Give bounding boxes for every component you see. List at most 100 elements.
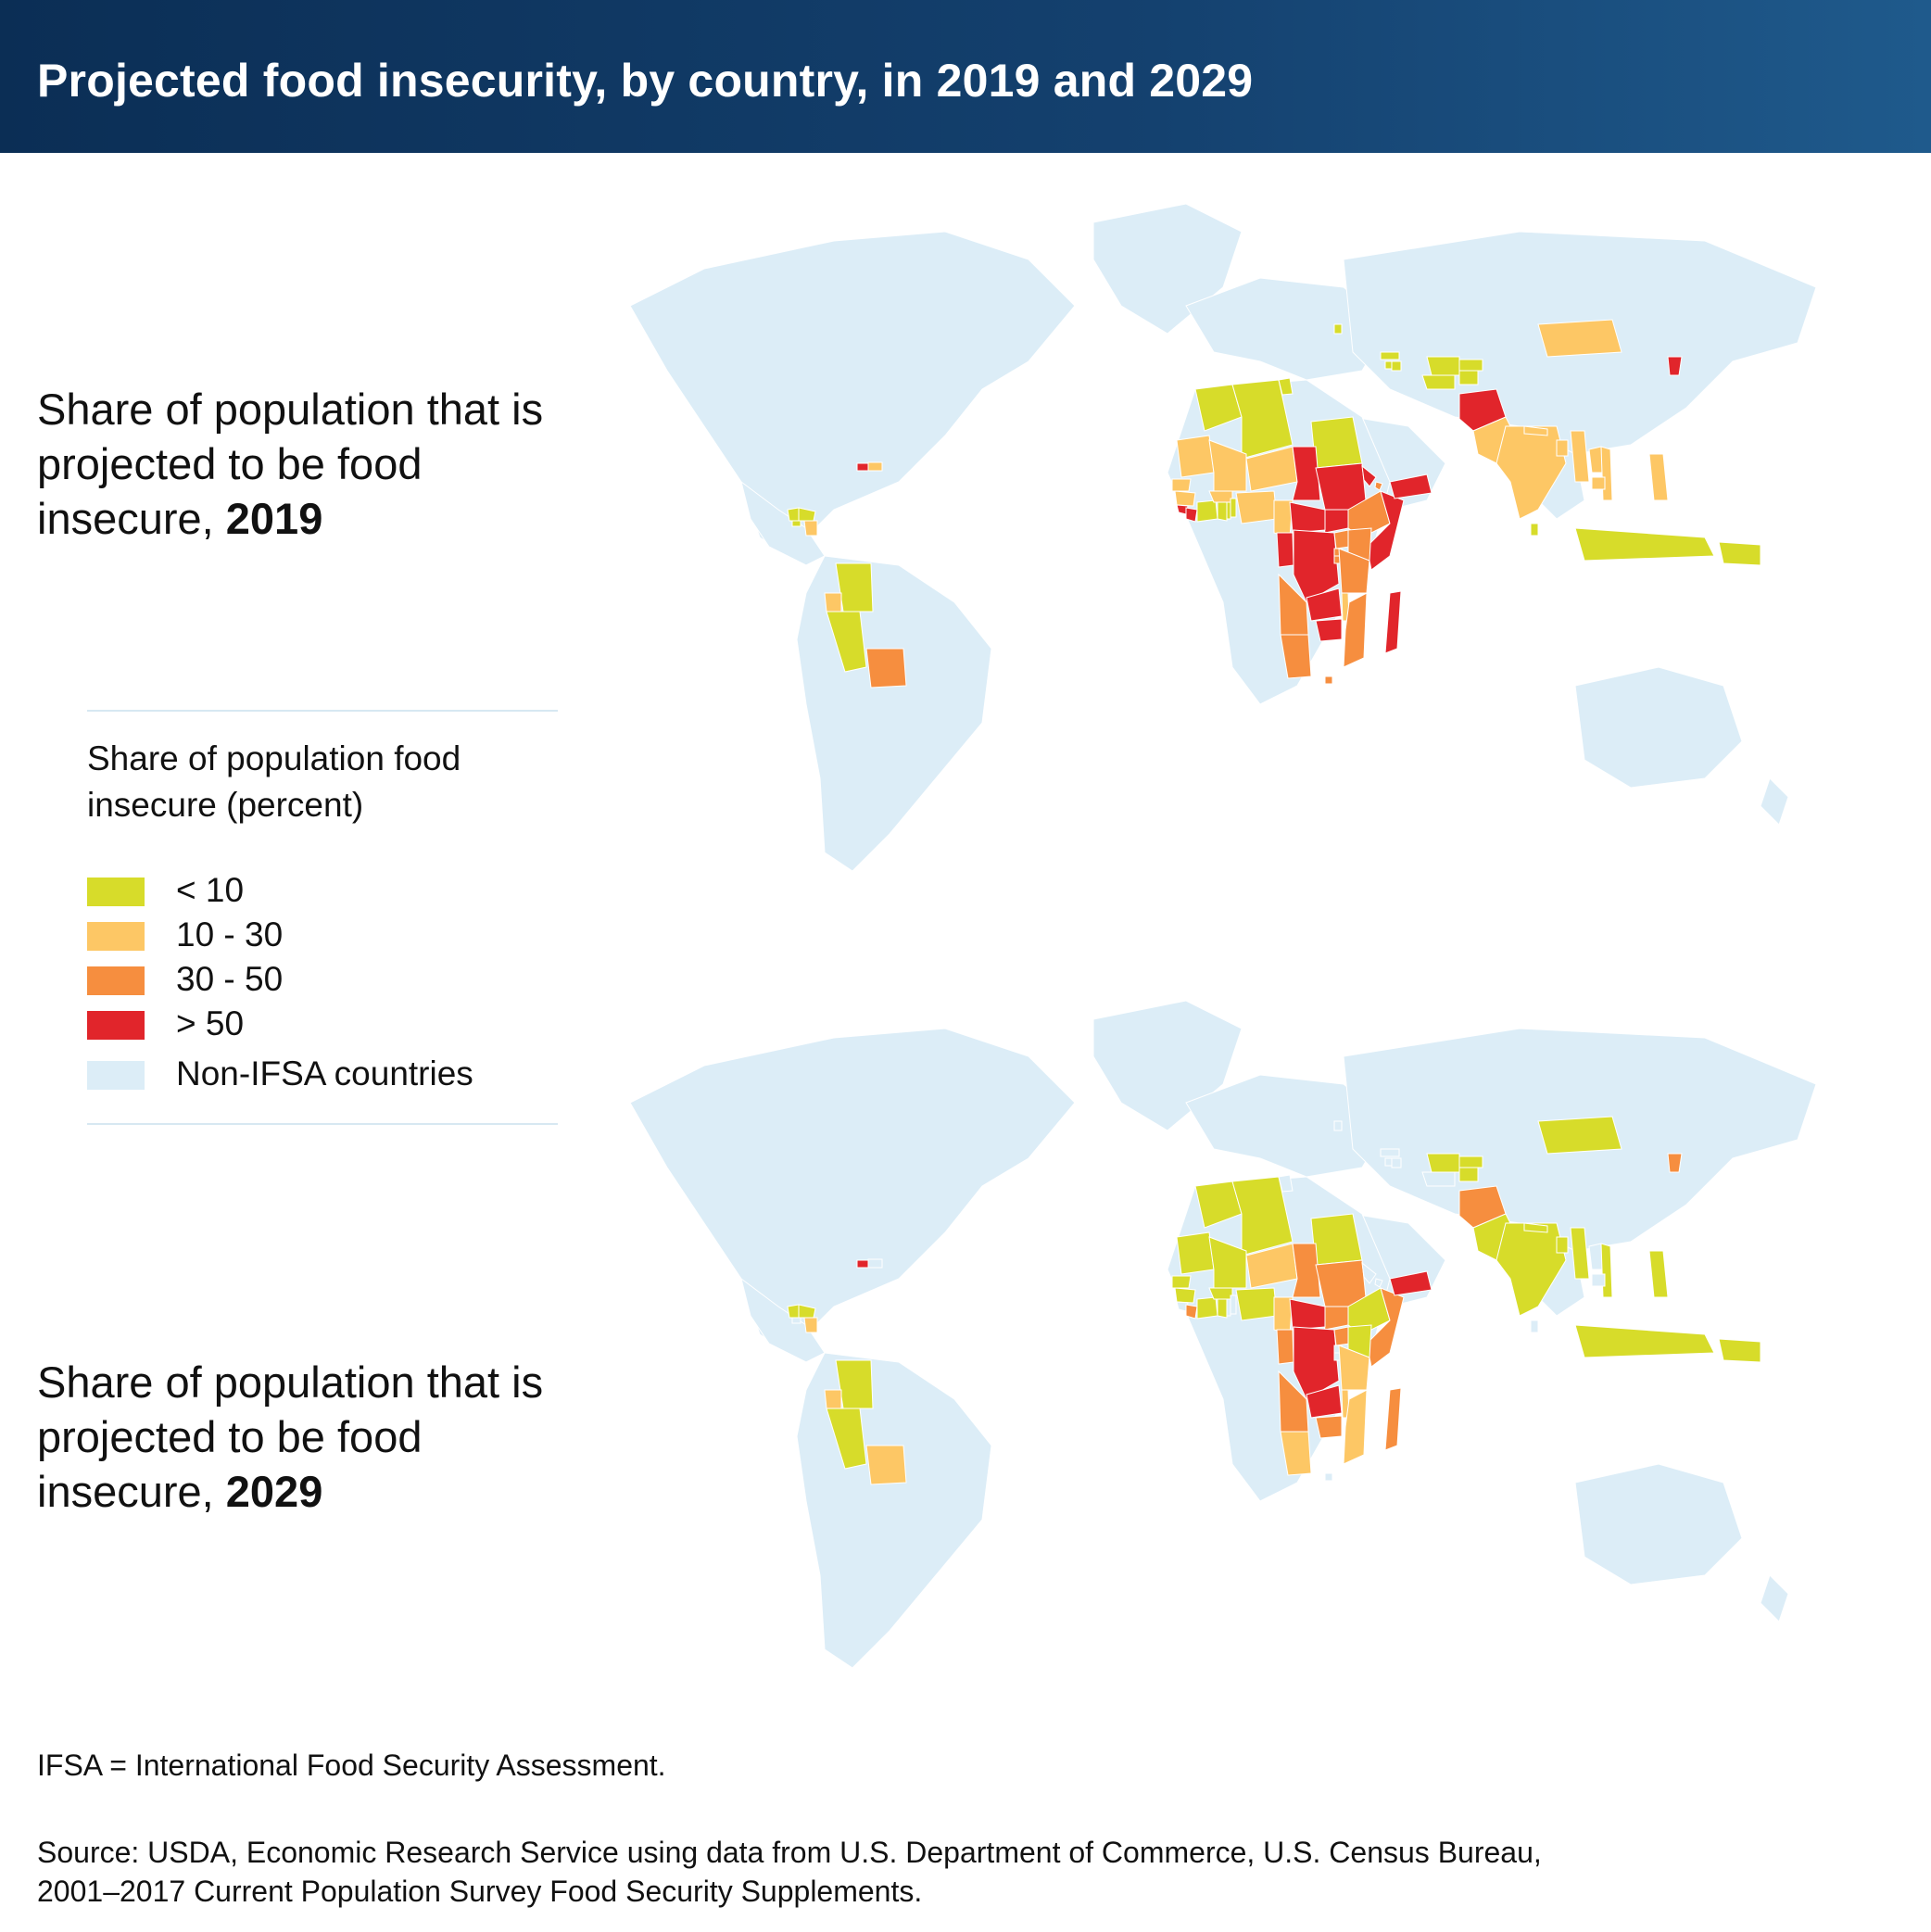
country-nigeria bbox=[1235, 1287, 1278, 1321]
source-line-2: 2001–2017 Current Population Survey Food… bbox=[37, 1875, 923, 1908]
country-zimbabwe bbox=[1315, 1415, 1343, 1439]
panel-label-2029: Share of population that is projected to… bbox=[37, 1355, 593, 1519]
country-somalia bbox=[1366, 1287, 1405, 1368]
country-azerbaijan bbox=[1391, 1157, 1402, 1168]
country-kyrgyzstan bbox=[1458, 359, 1483, 372]
chart-title: Projected food insecurity, by country, i… bbox=[37, 55, 1254, 107]
country-central-african-republic bbox=[1289, 1298, 1326, 1331]
country-lesotho bbox=[1324, 676, 1333, 685]
country-philippines bbox=[1648, 453, 1669, 501]
legend: Share of population food insecure (perce… bbox=[87, 710, 558, 1125]
country-namibia bbox=[1280, 1431, 1312, 1476]
country-yemen bbox=[1389, 1270, 1432, 1296]
country-algeria bbox=[1231, 379, 1294, 460]
country-nz bbox=[1760, 1574, 1789, 1623]
country-sri-lanka bbox=[1530, 1320, 1539, 1333]
country-chad bbox=[1292, 446, 1321, 501]
country-northamerica bbox=[629, 1028, 1076, 1354]
country-centralam bbox=[740, 480, 826, 566]
country-senegal bbox=[1171, 1275, 1192, 1289]
country-uzbekistan bbox=[1426, 1153, 1460, 1173]
country-philippines bbox=[1648, 1250, 1669, 1298]
country-vietnam bbox=[1600, 446, 1613, 501]
legend-swatch bbox=[87, 1061, 145, 1090]
legend-title: Share of population food insecure (perce… bbox=[87, 739, 461, 824]
title-banner: Projected food insecurity, by country, i… bbox=[0, 0, 1931, 153]
country-el-salvador bbox=[791, 1317, 801, 1324]
legend-label: > 50 bbox=[176, 1004, 245, 1042]
country-senegal bbox=[1171, 478, 1192, 492]
country-burkina-faso bbox=[1208, 490, 1233, 503]
legend-label: < 10 bbox=[176, 871, 245, 909]
country-haiti bbox=[856, 462, 869, 472]
map-svg bbox=[629, 1001, 1817, 1669]
country-eritrea bbox=[1361, 1261, 1377, 1284]
panel-year: 2019 bbox=[225, 494, 323, 543]
country-peru bbox=[826, 611, 867, 673]
country-guinea bbox=[1174, 1287, 1196, 1304]
country-algeria bbox=[1231, 1176, 1294, 1256]
country-tajikistan bbox=[1458, 1167, 1479, 1182]
country-vietnam bbox=[1600, 1243, 1613, 1298]
country-nicaragua bbox=[803, 520, 818, 537]
country-indonesia bbox=[1574, 527, 1715, 562]
country-armenia bbox=[1384, 1157, 1393, 1167]
country-sudan bbox=[1315, 462, 1368, 511]
country-congo bbox=[1276, 532, 1294, 568]
country-egypt bbox=[1310, 1213, 1363, 1266]
panel-label-text: Share of population that is projected to… bbox=[37, 385, 544, 543]
country-tajikistan bbox=[1458, 370, 1479, 385]
country-northamerica bbox=[629, 231, 1076, 557]
legend-swatch bbox=[87, 878, 145, 906]
country-bangladesh bbox=[1556, 1236, 1569, 1254]
country-burkina-faso bbox=[1208, 1287, 1233, 1300]
country-djibouti bbox=[1374, 481, 1383, 491]
country-papua-new-guinea bbox=[1718, 1338, 1761, 1363]
country-congo bbox=[1276, 1329, 1294, 1365]
country-togo bbox=[1226, 1298, 1231, 1317]
country-yemen bbox=[1389, 474, 1432, 499]
country-turkmenistan bbox=[1421, 1171, 1456, 1187]
country-zambia bbox=[1306, 587, 1343, 622]
country-azerbaijan bbox=[1391, 360, 1402, 372]
country-mauritania bbox=[1176, 1231, 1215, 1275]
country-eritrea bbox=[1361, 464, 1377, 487]
country-somalia bbox=[1366, 490, 1405, 571]
country-madagascar bbox=[1384, 1387, 1402, 1451]
country-ghana bbox=[1217, 501, 1228, 522]
country-ivory-coast bbox=[1196, 1296, 1218, 1320]
country-benin bbox=[1230, 498, 1237, 518]
country-nigeria bbox=[1235, 490, 1278, 524]
country-zambia bbox=[1306, 1384, 1343, 1419]
country-liberia bbox=[1185, 507, 1198, 523]
country-australia bbox=[1574, 1463, 1743, 1585]
panel-label-2019: Share of population that is projected to… bbox=[37, 382, 593, 546]
country-tunisia bbox=[1278, 1174, 1294, 1193]
country-nicaragua bbox=[803, 1317, 818, 1333]
world-map-2019 bbox=[593, 204, 1844, 927]
country-togo bbox=[1226, 501, 1231, 520]
country-georgia bbox=[1380, 1148, 1400, 1157]
world-map-2029 bbox=[593, 1001, 1844, 1724]
country-peru bbox=[826, 1408, 867, 1470]
country-guatemala bbox=[787, 507, 800, 522]
country-el-salvador bbox=[791, 520, 801, 527]
country-bangladesh bbox=[1556, 439, 1569, 457]
country-mozambique bbox=[1343, 1389, 1368, 1465]
legend-label: 10 - 30 bbox=[176, 915, 284, 953]
country-lesotho bbox=[1324, 1472, 1333, 1482]
country-djibouti bbox=[1374, 1278, 1383, 1288]
country-moldova bbox=[1333, 323, 1343, 335]
country-zimbabwe bbox=[1315, 618, 1343, 642]
source-line-1: Source: USDA, Economic Research Service … bbox=[37, 1836, 1542, 1869]
country-dominican-republic bbox=[867, 461, 883, 472]
country-uzbekistan bbox=[1426, 356, 1460, 376]
country-central-african-republic bbox=[1289, 501, 1326, 534]
country-ecuador bbox=[824, 592, 842, 612]
country-nepal bbox=[1523, 1222, 1548, 1233]
legend-swatch bbox=[87, 966, 145, 995]
country-cambodia bbox=[1591, 476, 1606, 490]
country-uganda bbox=[1333, 1326, 1351, 1346]
country-uganda bbox=[1333, 529, 1351, 549]
country-north-korea bbox=[1667, 356, 1683, 376]
